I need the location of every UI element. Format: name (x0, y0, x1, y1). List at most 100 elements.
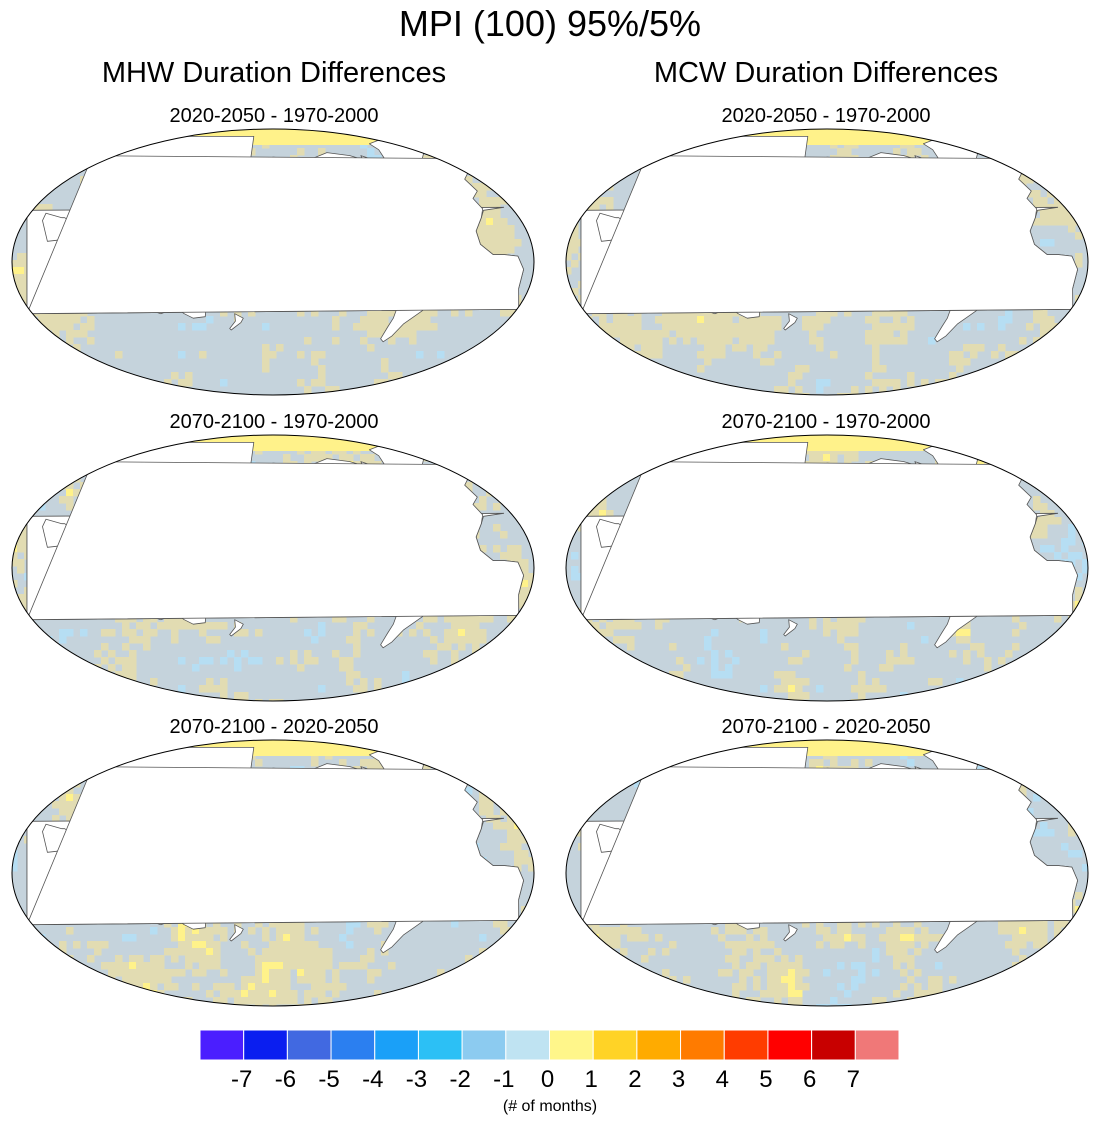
anomaly-cell (66, 435, 74, 441)
anomaly-cell (171, 955, 179, 963)
anomaly-cell (122, 622, 130, 630)
anomaly-cell (844, 309, 852, 317)
anomaly-cell (87, 685, 95, 693)
anomaly-cell (87, 752, 95, 760)
anomaly-cell (585, 435, 593, 441)
anomaly-cell (38, 650, 46, 658)
anomaly-cell (486, 801, 494, 809)
anomaly-cell (851, 650, 859, 658)
anomaly-cell (66, 475, 74, 483)
anomaly-cell (87, 664, 95, 672)
anomaly-cell (514, 552, 522, 560)
anomaly-cell (746, 323, 754, 331)
anomaly-cell (1005, 155, 1013, 163)
world-map (11, 128, 535, 396)
anomaly-cell (59, 699, 67, 701)
anomaly-cell (318, 379, 326, 387)
anomaly-cell (360, 962, 368, 970)
anomaly-cell (566, 517, 572, 525)
anomaly-cell (1033, 190, 1041, 198)
anomaly-cell (1012, 365, 1020, 373)
anomaly-cell (1075, 594, 1083, 602)
anomaly-cell (80, 468, 88, 476)
anomaly-cell (1019, 129, 1027, 135)
anomaly-cell (788, 685, 796, 693)
anomaly-cell (17, 316, 25, 324)
anomaly-cell (1012, 134, 1020, 142)
anomaly-cell (12, 594, 18, 602)
anomaly-cell (451, 920, 459, 928)
anomaly-cell (290, 927, 298, 935)
anomaly-cell (1089, 302, 1090, 310)
anomaly-cell (129, 671, 137, 679)
anomaly-cell (38, 657, 46, 665)
anomaly-cell (332, 337, 340, 345)
anomaly-cell (66, 692, 74, 700)
anomaly-cell (388, 309, 396, 317)
anomaly-cell (465, 176, 473, 184)
anomaly-cell (802, 323, 810, 331)
anomaly-cell (991, 671, 999, 679)
anomaly-cell (66, 489, 74, 497)
anomaly-cell (718, 344, 726, 352)
anomaly-cell (437, 969, 445, 977)
anomaly-cell (585, 190, 593, 198)
anomaly-cell (1040, 531, 1048, 539)
anomaly-cell (108, 650, 116, 658)
anomaly-cell (339, 934, 347, 942)
anomaly-cell (332, 386, 340, 394)
anomaly-cell (1040, 134, 1048, 142)
anomaly-cell (956, 699, 964, 701)
anomaly-cell (1040, 169, 1048, 177)
anomaly-cell (949, 351, 957, 359)
anomaly-cell (886, 393, 894, 395)
anomaly-cell (17, 267, 25, 275)
anomaly-cell (12, 794, 18, 802)
anomaly-cell (1040, 692, 1048, 700)
anomaly-cell (998, 447, 1006, 455)
anomaly-cell (325, 386, 333, 394)
anomaly-cell (479, 808, 487, 816)
anomaly-cell (325, 948, 333, 956)
anomaly-cell (122, 976, 130, 984)
anomaly-cell (339, 454, 347, 462)
anomaly-cell (725, 129, 733, 135)
anomaly-cell (500, 843, 508, 851)
anomaly-cell (101, 643, 109, 651)
anomaly-cell (641, 365, 649, 373)
anomaly-cell (122, 664, 130, 672)
anomaly-cell (59, 801, 67, 809)
anomaly-cell (627, 330, 635, 338)
anomaly-cell (1012, 629, 1020, 637)
anomaly-cell (795, 372, 803, 380)
anomaly-cell (571, 358, 579, 366)
anomaly-cell (620, 636, 628, 644)
anomaly-cell (795, 657, 803, 665)
anomaly-cell (430, 657, 438, 665)
anomaly-cell (185, 740, 193, 746)
anomaly-cell (528, 671, 534, 679)
anomaly-cell (1005, 351, 1013, 359)
anomaly-cell (479, 976, 487, 984)
anomaly-cell (87, 447, 95, 455)
anomaly-cell (479, 475, 487, 483)
anomaly-cell (136, 955, 144, 963)
anomaly-cell (1054, 162, 1062, 170)
anomaly-cell (24, 435, 32, 441)
anomaly-cell (493, 685, 501, 693)
anomaly-cell (662, 323, 670, 331)
anomaly-cell (620, 323, 628, 331)
anomaly-cell (1089, 475, 1090, 483)
anomaly-cell (711, 337, 719, 345)
anomaly-cell (521, 699, 529, 701)
anomaly-cell (507, 232, 515, 240)
anomaly-cell (1089, 461, 1090, 469)
anomaly-cell (746, 435, 754, 441)
anomaly-cell (697, 657, 705, 665)
anomaly-cell (143, 969, 151, 977)
anomaly-cell (472, 976, 480, 984)
anomaly-cell (12, 559, 18, 567)
anomaly-cell (360, 759, 368, 767)
anomaly-cell (430, 323, 438, 331)
anomaly-cell (1089, 372, 1090, 380)
